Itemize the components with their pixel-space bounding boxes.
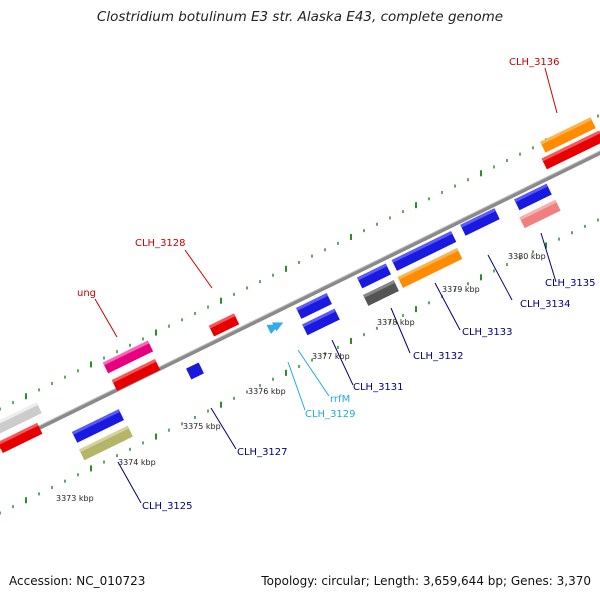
gene-rrfm-arrow[interactable]: [266, 318, 286, 335]
label-clh3136[interactable]: CLH_3136: [509, 57, 560, 68]
gene-features-upper: [0, 117, 600, 454]
genome-backbone-highlight: [0, 150, 600, 446]
label-callout-lines: [94, 67, 558, 504]
gene-lightgray-arrow[interactable]: [0, 402, 42, 438]
label-clh3133[interactable]: CLH_3133: [462, 327, 513, 338]
label-ung[interactable]: ung: [77, 288, 96, 299]
scale-label-3377: 3377 kbp: [312, 352, 350, 361]
label-clh3125[interactable]: CLH_3125: [142, 501, 193, 512]
upper-tick-track: [0, 114, 599, 411]
label-clh3129[interactable]: CLH_3129: [305, 409, 356, 420]
label-clh3128[interactable]: CLH_3128: [135, 238, 186, 249]
label-clh3132[interactable]: CLH_3132: [413, 351, 464, 362]
gene-darkgray-arrow[interactable]: [363, 280, 399, 306]
label-rrfm[interactable]: rrfM: [330, 394, 350, 405]
gene-pink-arrow[interactable]: [519, 199, 561, 229]
gene-clh3135-arrow[interactable]: [514, 183, 552, 211]
label-clh3127[interactable]: CLH_3127: [237, 447, 288, 458]
gene-clh3128-arrow[interactable]: [208, 313, 240, 337]
scale-labels: 3373 kbp 3374 kbp 3375 kbp 3376 kbp 3377…: [56, 252, 546, 503]
scale-label-3379: 3379 kbp: [442, 285, 480, 294]
accession-label: Accession: NC_010723: [9, 574, 146, 588]
label-clh3134[interactable]: CLH_3134: [520, 299, 571, 310]
scale-label-3376: 3376 kbp: [248, 387, 286, 396]
scale-label-3378: 3378 kbp: [377, 318, 415, 327]
gene-clh3131-arrow[interactable]: [296, 293, 332, 319]
gene-ung-arrow[interactable]: [102, 340, 154, 374]
scale-label-3375: 3375 kbp: [183, 422, 221, 431]
gene-clh3125-arrow[interactable]: [79, 425, 133, 461]
gene-clh3136-arrow[interactable]: [540, 117, 596, 153]
gene-orange-arrow[interactable]: [397, 248, 463, 288]
scale-label-3373: 3373 kbp: [56, 494, 94, 503]
label-clh3131[interactable]: CLH_3131: [353, 382, 404, 393]
scale-label-3374: 3374 kbp: [118, 458, 156, 467]
gene-blue-arrow-c[interactable]: [72, 409, 124, 443]
gene-red-arrow-3[interactable]: [0, 422, 43, 454]
lower-tick-track: [0, 218, 599, 515]
gene-clh3132-arrow[interactable]: [356, 263, 392, 289]
genome-backbone: [0, 150, 600, 450]
gene-blue-arrow-b[interactable]: [302, 308, 340, 336]
gene-clh3134-arrow[interactable]: [460, 208, 500, 236]
gene-clh3133-arrow[interactable]: [391, 231, 457, 271]
scale-label-3380: 3380 kbp: [508, 252, 546, 261]
gene-red-arrow-1[interactable]: [541, 130, 600, 170]
gene-clh3127-arrow[interactable]: [186, 362, 204, 380]
gene-labels: CLH_3136 CLH_3128 ung CLH_3135 CLH_3134 …: [77, 57, 596, 512]
map-title: Clostridium botulinum E3 str. Alaska E43…: [96, 9, 504, 25]
gene-features-lower: [72, 183, 561, 461]
label-clh3135[interactable]: CLH_3135: [545, 278, 596, 289]
genome-summary: Topology: circular; Length: 3,659,644 bp…: [261, 574, 591, 588]
gene-red-arrow-2[interactable]: [111, 359, 161, 391]
